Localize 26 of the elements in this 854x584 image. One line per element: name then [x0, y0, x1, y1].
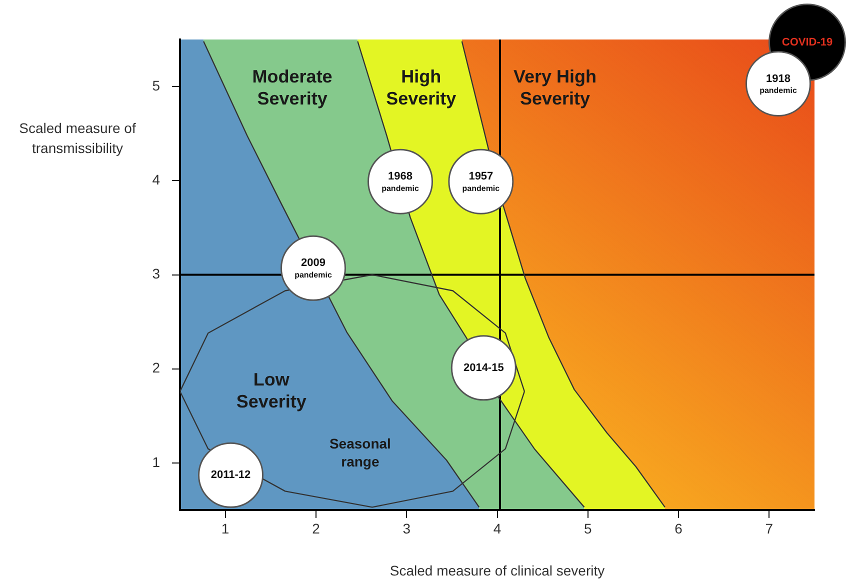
x-tick-label: 5: [584, 520, 592, 536]
y-tick-label: 1: [152, 454, 160, 470]
annotation: 2011-12: [210, 469, 251, 482]
y-axis-title: Scaled measure of transmissibility: [18, 119, 137, 158]
x-tick-label: 1: [221, 520, 230, 536]
x-axis-title: Scaled measure of clinical severity: [390, 562, 605, 578]
x-tick-label: 6: [674, 520, 683, 536]
annotation: Very High Severity: [513, 66, 597, 108]
y-tick-label: 5: [152, 77, 160, 94]
annotation: 2009 pandemic: [294, 257, 332, 280]
annotation: 1957 pandemic: [462, 170, 500, 193]
x-tick-label: 3: [402, 520, 411, 536]
x-tick-label: 7: [765, 520, 774, 536]
y-tick-label: 4: [152, 172, 160, 188]
annotation: 1918 pandemic: [760, 72, 798, 95]
annotation: 1968 pandemic: [382, 170, 420, 193]
y-tick-label: 2: [152, 360, 160, 376]
x-tick-label: 2: [312, 520, 320, 536]
annotation: Moderate Severity: [252, 66, 332, 108]
x-tick-label: 4: [493, 520, 502, 536]
annotation: COVID-19: [782, 36, 833, 48]
annotation: 2014-15: [463, 362, 504, 374]
annotation: Low Severity: [236, 369, 306, 412]
y-tick-label: 3: [152, 266, 160, 282]
annotation: Seasonal range: [329, 435, 391, 470]
annotation: High Severity: [386, 66, 456, 108]
